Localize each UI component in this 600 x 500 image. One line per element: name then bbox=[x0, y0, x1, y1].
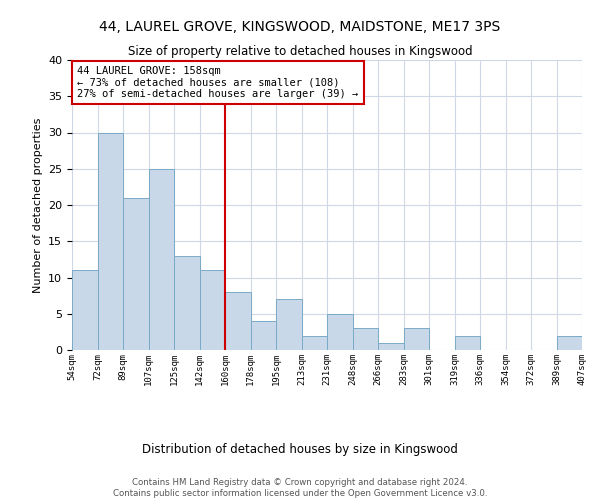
Text: Contains HM Land Registry data © Crown copyright and database right 2024.
Contai: Contains HM Land Registry data © Crown c… bbox=[113, 478, 487, 498]
Bar bbox=[353, 328, 378, 350]
Text: 44, LAUREL GROVE, KINGSWOOD, MAIDSTONE, ME17 3PS: 44, LAUREL GROVE, KINGSWOOD, MAIDSTONE, … bbox=[100, 20, 500, 34]
Bar bbox=[251, 321, 276, 350]
Bar bbox=[455, 336, 480, 350]
Bar bbox=[378, 343, 404, 350]
Text: Distribution of detached houses by size in Kingswood: Distribution of detached houses by size … bbox=[142, 442, 458, 456]
Y-axis label: Number of detached properties: Number of detached properties bbox=[32, 118, 43, 292]
Text: 44 LAUREL GROVE: 158sqm
← 73% of detached houses are smaller (108)
27% of semi-d: 44 LAUREL GROVE: 158sqm ← 73% of detache… bbox=[77, 66, 358, 99]
Bar bbox=[174, 256, 199, 350]
Bar bbox=[327, 314, 353, 350]
Text: Size of property relative to detached houses in Kingswood: Size of property relative to detached ho… bbox=[128, 45, 472, 58]
Bar bbox=[276, 299, 302, 350]
Bar bbox=[149, 169, 174, 350]
Bar bbox=[557, 336, 582, 350]
Bar bbox=[199, 270, 225, 350]
Bar bbox=[97, 132, 123, 350]
Bar bbox=[225, 292, 251, 350]
Bar bbox=[404, 328, 429, 350]
Bar bbox=[302, 336, 327, 350]
Bar bbox=[123, 198, 149, 350]
Bar bbox=[72, 270, 97, 350]
